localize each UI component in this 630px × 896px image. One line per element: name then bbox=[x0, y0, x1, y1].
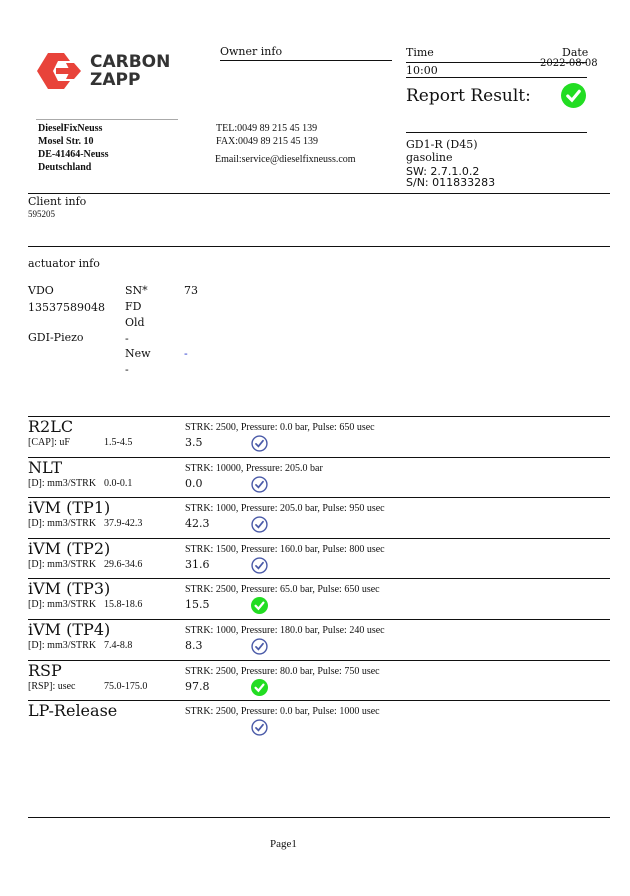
time-label: Time bbox=[406, 46, 434, 59]
client-id: 595205 bbox=[28, 209, 55, 219]
test-name: R2LC bbox=[28, 417, 74, 436]
owner-country: Deutschland bbox=[38, 162, 92, 173]
time-value: 10:00 bbox=[406, 64, 438, 77]
test-name: NLT bbox=[28, 457, 62, 477]
test-value: 8.3 bbox=[185, 639, 203, 652]
test-range: 7.4-8.8 bbox=[104, 640, 133, 651]
test-unit: [CAP]: uF bbox=[28, 437, 70, 448]
row-divider bbox=[28, 497, 610, 499]
test-name: iVM (TP4) bbox=[28, 620, 111, 639]
owner-email: Email:service@dieselfixneuss.com bbox=[215, 154, 356, 165]
owner-name: DieselFixNeuss bbox=[38, 123, 103, 134]
test-params: STRK: 2500, Pressure: 0.0 bar, Pulse: 10… bbox=[185, 706, 380, 718]
actuator-brand: VDO bbox=[28, 284, 54, 297]
date-label: Date bbox=[562, 46, 589, 59]
test-value: 31.6 bbox=[185, 557, 210, 571]
row-divider bbox=[28, 619, 610, 620]
test-params: STRK: 2500, Pressure: 65.0 bar, Pulse: 6… bbox=[185, 584, 380, 596]
check-outline-icon bbox=[251, 719, 268, 736]
check-outline-icon bbox=[251, 435, 268, 452]
row-divider bbox=[28, 537, 610, 539]
test-unit: [D]: mm3/STRK bbox=[28, 558, 97, 570]
test-unit: [D]: mm3/STRK bbox=[28, 640, 97, 651]
actuator-col2-item: New bbox=[125, 347, 151, 360]
device-name: GD1-R (D45) bbox=[406, 138, 478, 151]
test-unit: [RSP]: usec bbox=[28, 680, 76, 692]
logo-text-line1: CARBON bbox=[90, 52, 171, 72]
test-value: 97.8 bbox=[185, 679, 210, 693]
test-value: 42.3 bbox=[185, 517, 210, 531]
test-params: STRK: 10000, Pressure: 205.0 bar bbox=[185, 462, 323, 474]
report-result-label: Report Result: bbox=[406, 86, 531, 106]
actuator-info-heading: actuator info bbox=[28, 257, 100, 270]
test-params: STRK: 2500, Pressure: 80.0 bar, Pulse: 7… bbox=[185, 665, 380, 677]
check-outline-icon bbox=[251, 557, 268, 574]
test-value: 0.0 bbox=[185, 476, 203, 490]
actuator-sn-value: 73 bbox=[184, 284, 198, 297]
owner-info-heading: Owner info bbox=[220, 45, 283, 58]
row-divider bbox=[28, 578, 610, 580]
check-outline-icon bbox=[251, 475, 268, 493]
result-pass-icon bbox=[561, 83, 586, 108]
actuator-col2-item: Old bbox=[125, 316, 145, 329]
page-number: Page1 bbox=[270, 838, 297, 850]
actuator-number: 13537589048 bbox=[28, 301, 105, 314]
test-range: 29.6-34.6 bbox=[104, 558, 143, 570]
owner-city: DE-41464-Neuss bbox=[38, 149, 109, 160]
date-value: 2022-08-08 bbox=[540, 58, 598, 69]
owner-tel: TEL:0049 89 215 45 139 bbox=[216, 123, 318, 134]
test-value: 15.5 bbox=[185, 598, 210, 612]
client-info-heading: Client info bbox=[28, 195, 87, 208]
test-value: 3.5 bbox=[185, 436, 203, 449]
test-name: iVM (TP1) bbox=[28, 498, 111, 518]
actuator-col2-item: FD bbox=[125, 300, 142, 313]
row-divider bbox=[28, 659, 610, 661]
serial-number: S/N: 011833283 bbox=[406, 176, 496, 189]
actuator-col2-item: - bbox=[125, 332, 129, 345]
check-outline-icon bbox=[251, 638, 268, 655]
actuator-col2-item: SN* bbox=[125, 284, 148, 297]
pass-check-green-icon bbox=[251, 597, 268, 615]
actuator-type: GDI-Piezo bbox=[28, 331, 84, 344]
row-divider bbox=[28, 456, 610, 458]
check-outline-icon bbox=[251, 516, 268, 533]
test-range: 37.9-42.3 bbox=[104, 518, 143, 530]
test-unit: [D]: mm3/STRK bbox=[28, 599, 97, 611]
test-range: 1.5-4.5 bbox=[104, 437, 133, 448]
pass-check-green-icon bbox=[251, 678, 268, 696]
test-unit: [D]: mm3/STRK bbox=[28, 518, 97, 530]
test-name: iVM (TP2) bbox=[28, 538, 111, 558]
test-params: STRK: 1000, Pressure: 180.0 bar, Pulse: … bbox=[185, 625, 385, 636]
carbon-zapp-logo: CARBON ZAPP bbox=[36, 52, 176, 92]
owner-street: Mosel Str. 10 bbox=[38, 136, 94, 147]
test-name: iVM (TP3) bbox=[28, 579, 111, 599]
test-params: STRK: 1000, Pressure: 205.0 bar, Pulse: … bbox=[185, 503, 385, 515]
test-unit: [D]: mm3/STRK bbox=[28, 477, 97, 489]
test-name: RSP bbox=[28, 660, 62, 680]
actuator-col2-item: - bbox=[125, 363, 129, 376]
logo-text-line2: ZAPP bbox=[90, 70, 141, 90]
test-range: 75.0-175.0 bbox=[104, 680, 148, 692]
row-divider bbox=[28, 416, 610, 417]
test-range: 15.8-18.6 bbox=[104, 599, 143, 611]
fuel-type: gasoline bbox=[406, 151, 453, 164]
test-params: STRK: 1500, Pressure: 160.0 bar, Pulse: … bbox=[185, 543, 385, 555]
test-name: LP-Release bbox=[28, 701, 118, 721]
logo-mark-icon bbox=[37, 53, 81, 89]
test-range: 0.0-0.1 bbox=[104, 477, 133, 489]
row-divider bbox=[28, 700, 610, 702]
test-params: STRK: 2500, Pressure: 0.0 bar, Pulse: 65… bbox=[185, 422, 375, 433]
actuator-new-value: - bbox=[184, 347, 188, 360]
software-version: SW: 2.7.1.0.2 bbox=[406, 165, 480, 178]
owner-fax: FAX:0049 89 215 45 139 bbox=[216, 136, 319, 147]
